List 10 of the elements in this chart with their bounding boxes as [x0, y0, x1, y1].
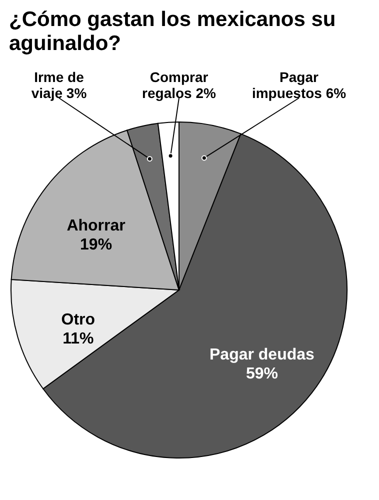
data-label: 59%	[246, 365, 278, 382]
chart-title: ¿Cómo gastan los mexicanos su aguinaldo?	[9, 8, 336, 55]
slice-label: Irme de viaje 3%	[31, 69, 88, 101]
data-label: 19%	[80, 236, 112, 254]
slice-label: Ahorrar	[66, 218, 126, 235]
slice-label: Pagar deudas	[210, 346, 315, 364]
data-label: 11%	[62, 330, 94, 348]
slice-label: Pagar impuestos 6%	[252, 69, 347, 101]
slice-label: Comprar regalos 2%	[142, 69, 217, 101]
slice-label: Otro	[61, 311, 96, 328]
